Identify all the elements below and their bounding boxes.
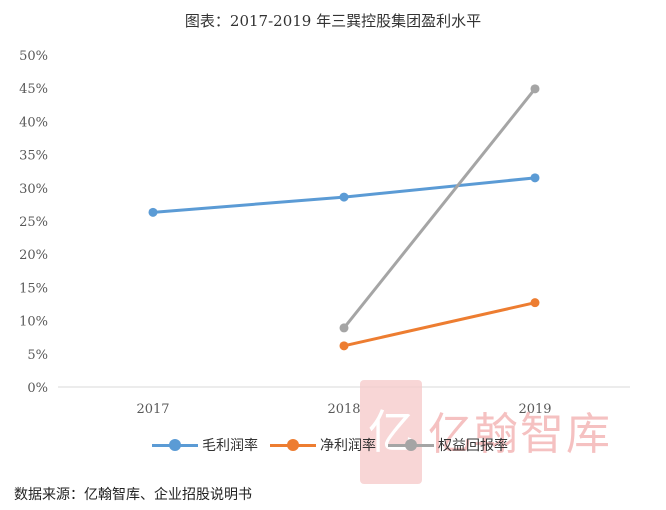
legend-swatch bbox=[152, 439, 198, 451]
legend-label: 毛利润率 bbox=[202, 438, 258, 454]
data-point bbox=[530, 173, 540, 183]
x-tick-label: 2017 bbox=[136, 402, 169, 417]
chart-title: 图表：2017-2019 年三巽控股集团盈利水平 bbox=[184, 12, 482, 30]
data-point bbox=[339, 341, 349, 351]
series-line bbox=[342, 87, 537, 329]
data-point bbox=[148, 207, 158, 217]
legend-swatch bbox=[270, 439, 316, 451]
data-point bbox=[339, 323, 349, 333]
y-tick-label: 5% bbox=[27, 348, 48, 363]
x-tick-label: 2018 bbox=[327, 402, 360, 417]
y-tick-label: 40% bbox=[19, 115, 48, 130]
legend-label: 净利润率 bbox=[320, 438, 376, 454]
y-tick-label: 15% bbox=[19, 281, 48, 296]
y-tick-label: 10% bbox=[19, 315, 48, 330]
x-tick-label: 2019 bbox=[518, 402, 551, 417]
y-tick-label: 20% bbox=[19, 248, 48, 263]
y-tick-label: 35% bbox=[19, 149, 48, 164]
legend-item: 毛利润率 bbox=[152, 435, 258, 455]
y-tick-label: 25% bbox=[19, 215, 48, 230]
legend-label: 权益回报率 bbox=[438, 438, 508, 454]
data-point bbox=[339, 192, 349, 202]
series-layer bbox=[148, 84, 540, 351]
legend-item: 净利润率 bbox=[270, 435, 376, 455]
series-line bbox=[343, 301, 536, 348]
y-tick-label: 45% bbox=[19, 82, 48, 97]
data-point bbox=[530, 84, 540, 94]
y-tick-label: 30% bbox=[19, 182, 48, 197]
y-tick-label: 0% bbox=[27, 381, 48, 396]
y-tick-label: 50% bbox=[19, 49, 48, 64]
data-point bbox=[530, 298, 540, 308]
source-note: 数据来源：亿翰智库、企业招股说明书 bbox=[14, 487, 252, 503]
legend-item: 权益回报率 bbox=[388, 435, 508, 455]
chart-legend: 毛利润率 净利润率 权益回报率 bbox=[152, 434, 520, 456]
legend-swatch bbox=[388, 439, 434, 451]
axis-layer: 0% 5% 10% 15% 20% 25% 30% 35% 40% 45% 50% 2017 2018 2… bbox=[19, 49, 630, 417]
